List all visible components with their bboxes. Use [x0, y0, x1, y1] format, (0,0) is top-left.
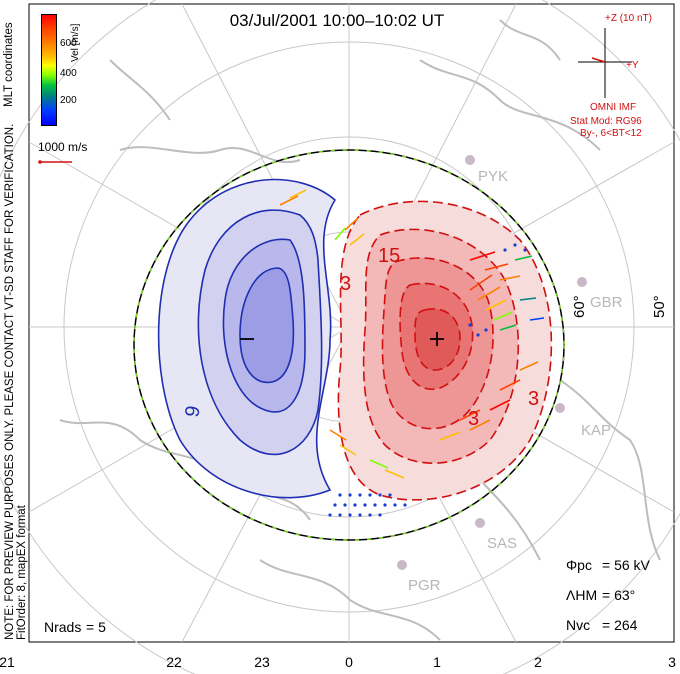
mlt-tick-23: 23 [254, 654, 270, 670]
preview-note-line1: NOTE: FOR PREVIEW PURPOSES ONLY. PLEASE … [4, 123, 16, 640]
station-pgr: PGR [408, 577, 441, 594]
imf-title: OMNI IMF [590, 102, 636, 113]
imf-model: Stat Mod: RG96 [570, 116, 642, 127]
lambda-value: = 63° [602, 587, 635, 603]
station-markers [397, 155, 587, 570]
station-kap: KAP [581, 422, 611, 439]
coastlines [59, 19, 661, 641]
mlt-tick-22: 22 [166, 654, 182, 670]
chart-title: 03/Jul/2001 10:00–10:02 UT [230, 11, 445, 30]
pos-contour-label-15: 15 [378, 245, 400, 267]
pos-contour-label-3b: 3 [468, 408, 479, 430]
imf-y-label: +Y [626, 60, 639, 71]
phi-pc-value: = 56 kV [602, 557, 651, 573]
lat-label-60: 60° [571, 295, 588, 318]
colorbar-label: Vel [m/s] [70, 23, 81, 62]
hm-boundary-dashes [133, 149, 565, 541]
colorbar-tick-200: 200 [60, 95, 77, 106]
low-velocity-dots [328, 243, 527, 517]
positive-marker [430, 332, 444, 346]
phi-pc-label: Φpc [566, 557, 592, 573]
mlt-tick-0: 0 [345, 654, 353, 670]
nvc-value: = 264 [602, 617, 638, 633]
reference-vector-label: 1000 m/s [38, 140, 87, 154]
velocity-colorbar [41, 14, 57, 126]
colorbar-tick-400: 400 [60, 68, 77, 79]
nrads-label: Nrads [44, 619, 81, 635]
nrads-value: = 5 [86, 619, 106, 635]
neg-contour-label: 9 [181, 404, 205, 419]
imf-panel: +Z (10 nT) +Y OMNI IMF Stat Mod: RG96 By… [570, 13, 652, 139]
mlt-tick-2: 2 [534, 654, 542, 670]
lat-label-50: 50° [651, 295, 668, 318]
pos-contour-label-3a: 3 [340, 273, 351, 295]
colorbar-tick-600: 600 [60, 38, 77, 49]
pos-contour-label-3c: 3 [528, 388, 539, 410]
imf-z-label: +Z (10 nT) [605, 13, 652, 24]
mlt-tick-3: 3 [668, 654, 676, 670]
lambda-label: ΛHM [566, 587, 597, 603]
mlt-tick-21: 21 [0, 654, 15, 670]
mlt-tick-1: 1 [433, 654, 441, 670]
nvc-label: Nvc [566, 617, 590, 633]
imf-condition: By-, 6<BT<12 [580, 128, 642, 139]
station-gbr: GBR [590, 294, 623, 311]
station-pyk: PYK [478, 168, 508, 185]
reference-vector-origin [38, 160, 42, 164]
velocity-vectors [279, 189, 545, 479]
station-sas: SAS [487, 535, 517, 552]
preview-note: NOTE: FOR PREVIEW PURPOSES ONLY. PLEASE … [4, 124, 28, 640]
preview-note-line2: FitOrder: 8, mapEX format [16, 505, 28, 640]
mlt-coordinates-label: MLT coordinates [3, 22, 15, 107]
